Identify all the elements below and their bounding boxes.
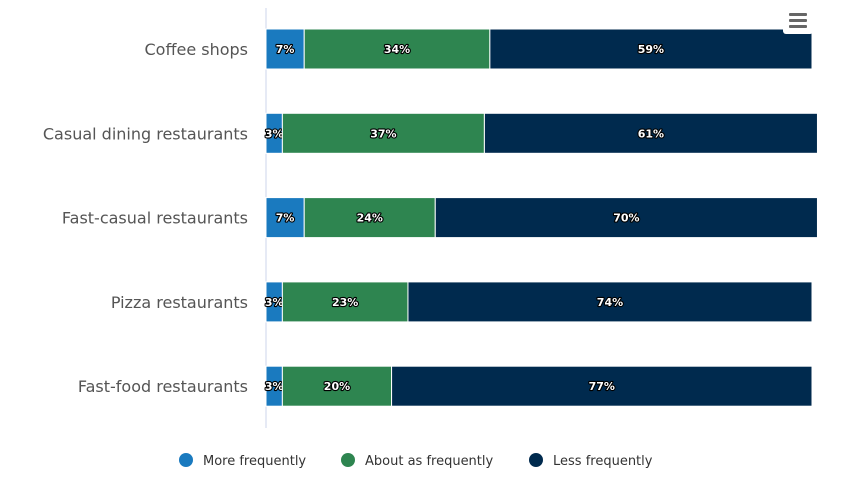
data-label: 77% (589, 380, 615, 393)
data-label: 3% (265, 127, 284, 140)
bar-segment[interactable] (407, 281, 813, 323)
data-label: 74% (597, 296, 623, 309)
data-label: 59% (638, 43, 664, 56)
bar-segment[interactable] (281, 365, 393, 407)
category-label: Casual dining restaurants (43, 124, 248, 143)
data-label: 34% (384, 43, 410, 56)
legend-marker (529, 453, 543, 467)
data-label: 24% (357, 212, 383, 225)
data-label: 37% (370, 127, 396, 140)
bar-segment[interactable] (303, 28, 491, 70)
legend-marker (179, 453, 193, 467)
category-label: Coffee shops (144, 40, 248, 59)
legend-item[interactable]: More frequently (179, 453, 306, 469)
legend-label: More frequently (203, 454, 306, 469)
data-label: 23% (332, 296, 358, 309)
category-label: Pizza restaurants (111, 293, 248, 312)
data-label: 7% (276, 43, 295, 56)
hamburger-menu-icon (789, 13, 807, 16)
data-label: 20% (324, 380, 350, 393)
category-label: Fast-casual restaurants (62, 209, 248, 228)
bar-segment[interactable] (434, 197, 818, 239)
legend-label: About as frequently (365, 454, 494, 469)
data-label: 3% (265, 380, 284, 393)
legend-marker (341, 453, 355, 467)
legend-label: Less frequently (553, 454, 653, 469)
bar-segment[interactable] (265, 197, 305, 239)
bar-segment[interactable] (489, 28, 813, 70)
data-label: 61% (638, 127, 664, 140)
legend-item[interactable]: About as frequently (341, 453, 494, 469)
category-label: Fast-food restaurants (78, 377, 248, 396)
legend-item[interactable]: Less frequently (529, 453, 653, 469)
chart-menu-button[interactable] (783, 8, 813, 34)
data-label: 70% (613, 212, 639, 225)
data-label: 3% (265, 296, 284, 309)
data-label: 7% (276, 212, 295, 225)
hamburger-line (789, 19, 807, 22)
hamburger-line (789, 25, 807, 28)
bar-segment[interactable] (391, 365, 813, 407)
bar-segment[interactable] (483, 112, 818, 154)
bar-segment[interactable] (281, 112, 485, 154)
bar-segment[interactable] (281, 281, 409, 323)
